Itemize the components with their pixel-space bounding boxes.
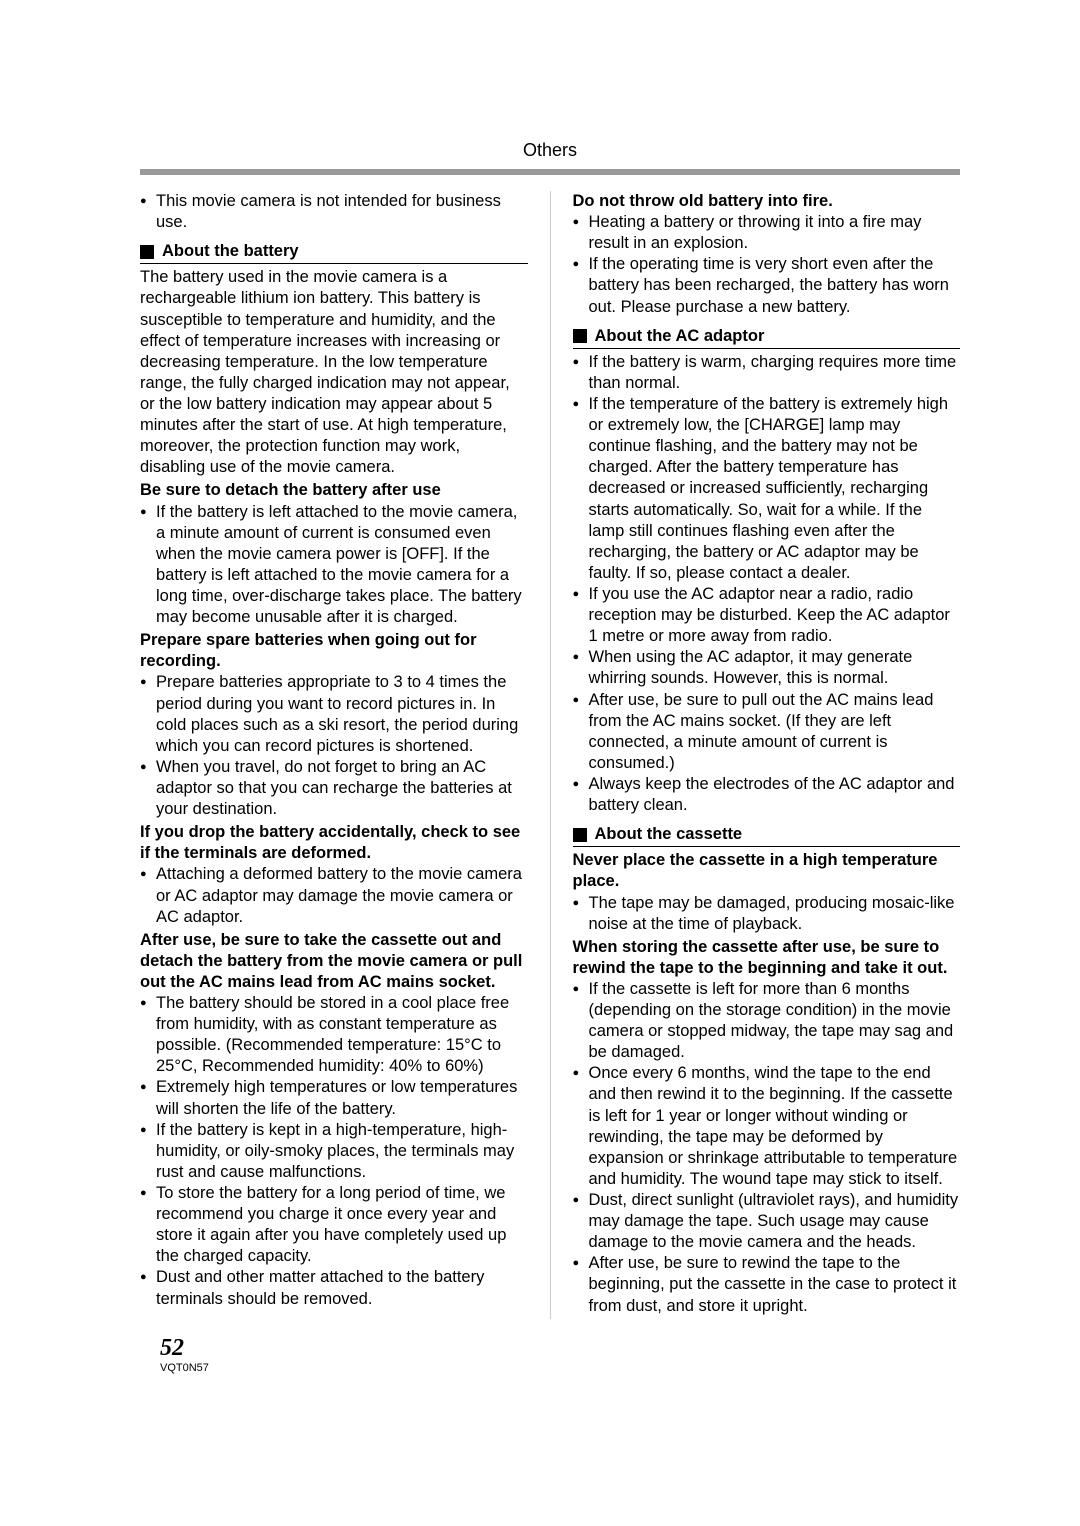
square-bullet-icon — [573, 828, 587, 842]
page-number: 52 — [160, 1335, 960, 1362]
subheading: Do not throw old battery into fire. — [573, 191, 961, 212]
bullet-item: The battery should be stored in a cool p… — [140, 993, 528, 1077]
bullet-item: When using the AC adaptor, it may genera… — [573, 647, 961, 689]
square-bullet-icon — [573, 329, 587, 343]
bullet-item: If the battery is left attached to the m… — [140, 502, 528, 629]
subheading: Be sure to detach the battery after use — [140, 480, 528, 501]
left-column: This movie camera is not intended for bu… — [140, 191, 528, 1319]
subheading: Prepare spare batteries when going out f… — [140, 630, 528, 672]
right-column: Do not throw old battery into fire. Heat… — [573, 191, 961, 1319]
intro-bullet-list: This movie camera is not intended for bu… — [140, 191, 528, 233]
publication-id: VQT0N57 — [160, 1362, 960, 1374]
square-bullet-icon — [140, 245, 154, 259]
subheading: If you drop the battery accidentally, ch… — [140, 822, 528, 864]
section-heading-battery: About the battery — [140, 241, 528, 264]
bullet-list: The battery should be stored in a cool p… — [140, 993, 528, 1310]
column-divider — [550, 191, 551, 1319]
subheading: When storing the cassette after use, be … — [573, 937, 961, 979]
bullet-list: Heating a battery or throwing it into a … — [573, 212, 961, 318]
document-page: Others This movie camera is not intended… — [0, 0, 1080, 1414]
section-heading-ac-adaptor: About the AC adaptor — [573, 326, 961, 349]
section-category: Others — [140, 140, 960, 161]
bullet-list: Attaching a deformed battery to the movi… — [140, 864, 528, 927]
bullet-list: If the cassette is left for more than 6 … — [573, 979, 961, 1317]
bullet-list: If the battery is left attached to the m… — [140, 502, 528, 629]
section-heading-cassette: About the cassette — [573, 824, 961, 847]
subheading: After use, be sure to take the cassette … — [140, 930, 528, 993]
subheading: Never place the cassette in a high tempe… — [573, 850, 961, 892]
bullet-item: If you use the AC adaptor near a radio, … — [573, 584, 961, 647]
bullet-item: The tape may be damaged, producing mosai… — [573, 893, 961, 935]
bullet-item: Heating a battery or throwing it into a … — [573, 212, 961, 254]
bullet-item: If the battery is kept in a high-tempera… — [140, 1120, 528, 1183]
heading-text: About the AC adaptor — [595, 326, 765, 347]
bullet-item: After use, be sure to rewind the tape to… — [573, 1253, 961, 1316]
bullet-item: Dust and other matter attached to the ba… — [140, 1267, 528, 1309]
header-rule — [140, 169, 960, 175]
page-footer: 52 VQT0N57 — [140, 1335, 960, 1374]
bullet-item: If the temperature of the battery is ext… — [573, 394, 961, 584]
bullet-item: If the operating time is very short even… — [573, 254, 961, 317]
bullet-item: If the cassette is left for more than 6 … — [573, 979, 961, 1063]
body-paragraph: The battery used in the movie camera is … — [140, 267, 528, 478]
bullet-list: If the battery is warm, charging require… — [573, 352, 961, 816]
bullet-item: Dust, direct sunlight (ultraviolet rays)… — [573, 1190, 961, 1253]
bullet-item: Attaching a deformed battery to the movi… — [140, 864, 528, 927]
two-column-layout: This movie camera is not intended for bu… — [140, 191, 960, 1319]
bullet-list: The tape may be damaged, producing mosai… — [573, 893, 961, 935]
bullet-list: Prepare batteries appropriate to 3 to 4 … — [140, 672, 528, 820]
bullet-item: This movie camera is not intended for bu… — [140, 191, 528, 233]
bullet-item: If the battery is warm, charging require… — [573, 352, 961, 394]
bullet-item: When you travel, do not forget to bring … — [140, 757, 528, 820]
bullet-item: Always keep the electrodes of the AC ada… — [573, 774, 961, 816]
bullet-item: To store the battery for a long period o… — [140, 1183, 528, 1267]
bullet-item: Extremely high temperatures or low tempe… — [140, 1077, 528, 1119]
heading-text: About the cassette — [595, 824, 743, 845]
heading-text: About the battery — [162, 241, 299, 262]
bullet-item: Prepare batteries appropriate to 3 to 4 … — [140, 672, 528, 756]
bullet-item: After use, be sure to pull out the AC ma… — [573, 690, 961, 774]
bullet-item: Once every 6 months, wind the tape to th… — [573, 1063, 961, 1190]
